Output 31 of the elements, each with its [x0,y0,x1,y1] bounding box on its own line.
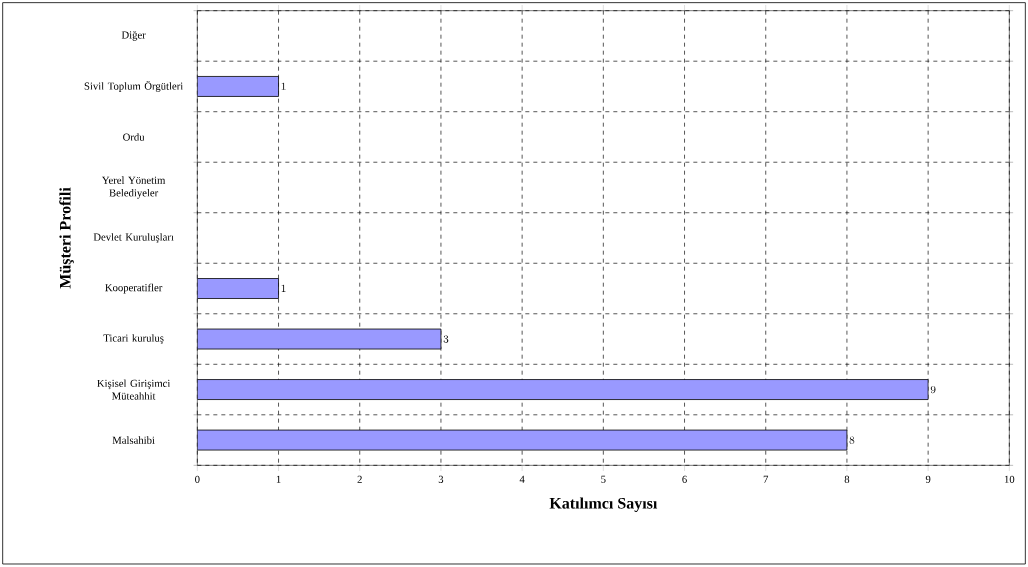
y-axis-title: Müşteri Profili [59,187,74,289]
x-tick-label: 2 [357,475,362,483]
x-tick-label: 10 [1004,475,1015,484]
x-tick-label: 5 [601,475,606,483]
y-tick-label: Sivil Toplum Örgütleri [84,81,184,93]
data-label: 9 [930,386,936,394]
x-tick-label: 9 [925,475,931,484]
y-tick-label: Ordu [123,133,145,141]
data-label: 8 [849,436,855,444]
data-label: 3 [443,335,449,343]
y-tick-label: Devlet Kuruluşları [93,233,174,244]
data-label: 1 [281,82,286,91]
x-tick-label: 0 [195,475,200,484]
data-label: 1 [281,285,286,293]
y-tick-label: Kooperatifler [105,283,163,294]
y-tick-label: Kişisel Girişimci Müteahhit [97,379,171,400]
bar [197,76,279,98]
bar [197,429,848,451]
y-tick-label: Diğer [121,31,146,41]
bar [197,278,279,300]
y-tick-label: Malsahibi [112,436,155,444]
y-tick-label: Yerel Yönetim Belediyeler [101,176,166,199]
x-tick-label: 8 [844,475,850,484]
x-tick-label: 4 [519,475,525,483]
y-tick-label: Ticari kuruluş [103,334,164,345]
x-tick-label: 6 [682,475,687,484]
x-tick-label: 3 [438,475,444,484]
x-tick-label: 7 [763,475,769,483]
bar [197,379,929,401]
x-tick-label: 1 [276,475,281,483]
x-axis-title: Katılımcı Sayısı [549,497,658,513]
